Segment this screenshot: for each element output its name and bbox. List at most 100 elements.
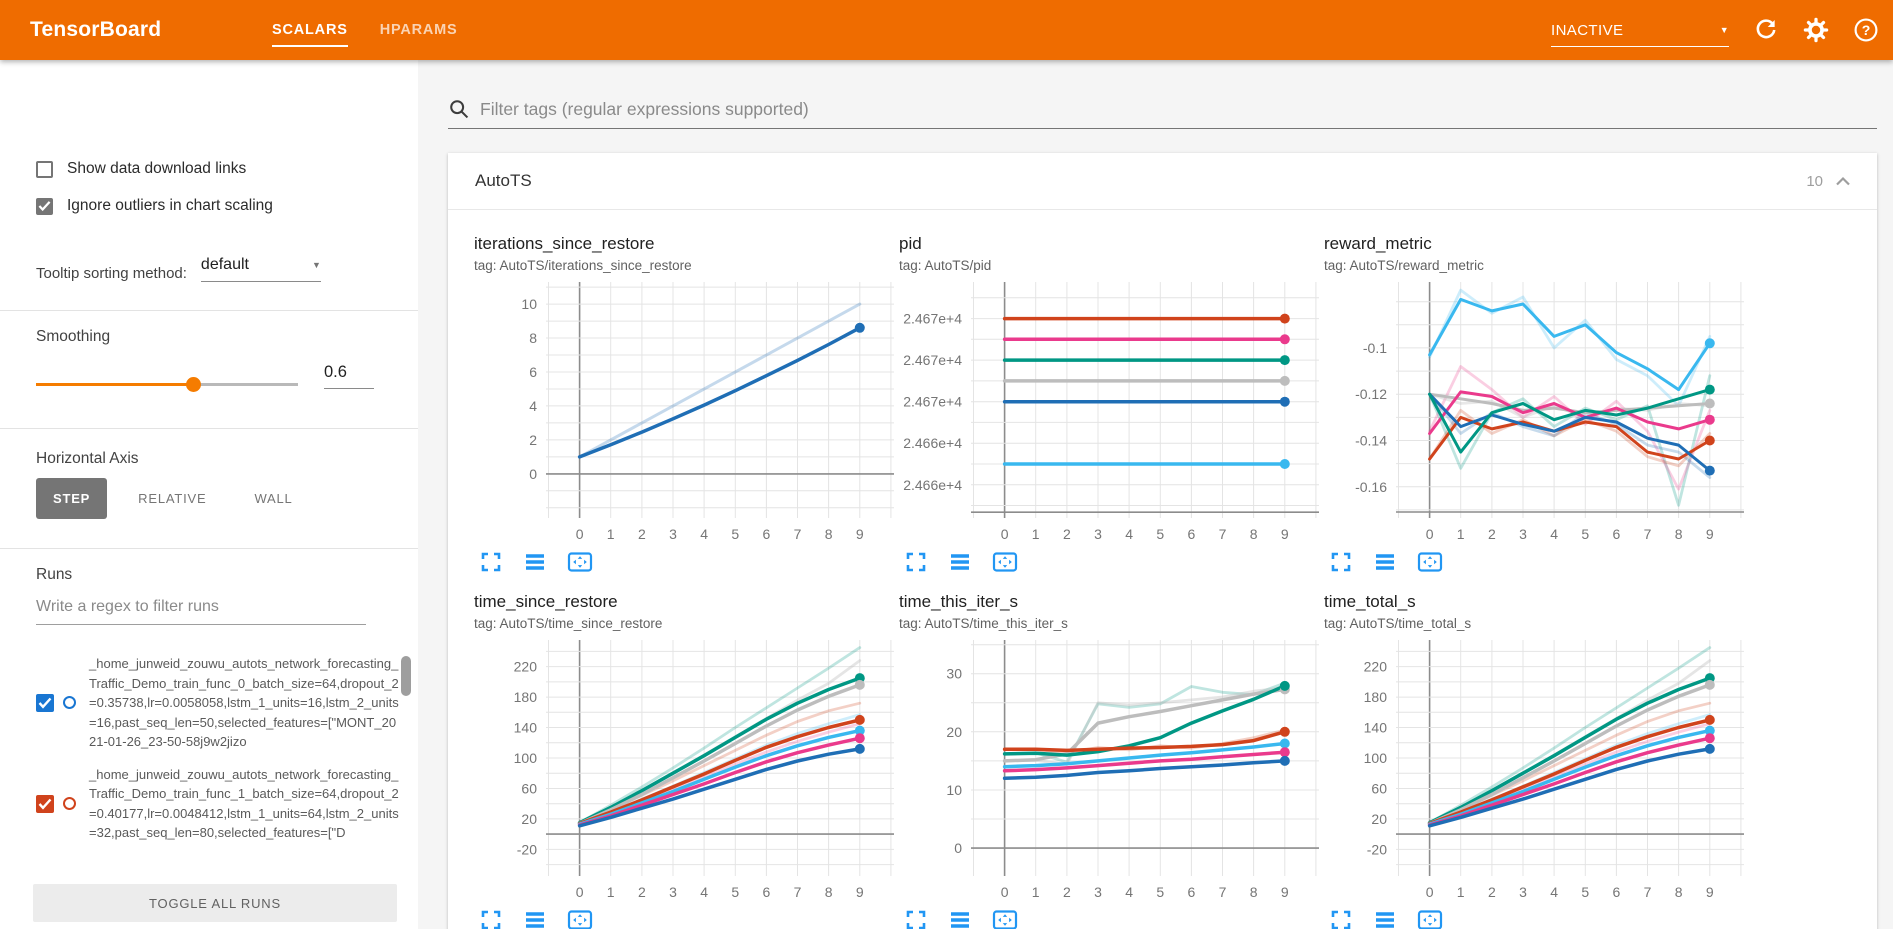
runs-menu-icon[interactable]	[1373, 908, 1397, 929]
ignore-outliers-checkbox[interactable]	[36, 197, 53, 215]
sidebar-scrollbar-thumb[interactable]	[401, 656, 411, 696]
caret-down-icon: ▼	[312, 259, 321, 270]
app-logo: TensorBoard	[30, 18, 162, 41]
svg-text:2.466e+4: 2.466e+4	[903, 477, 962, 493]
fit-domain-icon[interactable]	[1417, 908, 1443, 929]
section-header[interactable]: AutoTS 10	[448, 153, 1877, 210]
run-checkbox[interactable]	[36, 693, 54, 712]
svg-text:9: 9	[1706, 884, 1714, 900]
svg-text:-20: -20	[517, 841, 537, 857]
ignore-outliers-row: Ignore outliers in chart scaling	[36, 197, 273, 215]
runs-filter-input[interactable]	[36, 598, 366, 625]
tag-filter-row	[448, 98, 1877, 129]
help-icon[interactable]: ?	[1853, 17, 1879, 43]
tab-scalars[interactable]: SCALARS	[256, 0, 364, 60]
settings-icon[interactable]	[1803, 17, 1829, 43]
chart-toolbar	[474, 908, 899, 929]
tooltip-sorting-row: Tooltip sorting method: default ▼	[36, 256, 321, 282]
toggle-all-runs-button[interactable]: TOGGLE ALL RUNS	[33, 884, 397, 922]
axis-option-step[interactable]: STEP	[36, 478, 108, 519]
chart-plot[interactable]: 0 2 4 6 8 10 0 1 2 3 4 5 6 7 8 9	[474, 276, 899, 548]
show-download-links-checkbox[interactable]	[36, 160, 53, 178]
svg-text:6: 6	[529, 364, 537, 380]
svg-text:-0.16: -0.16	[1355, 479, 1387, 495]
svg-text:3: 3	[1094, 884, 1102, 900]
refresh-icon[interactable]	[1753, 17, 1779, 43]
chart-plot[interactable]: -0.1 -0.12 -0.14 -0.16 0 1 2 3 4 5 6 7 8 9	[1324, 276, 1749, 548]
expand-icon[interactable]	[904, 908, 928, 929]
svg-text:7: 7	[1219, 526, 1227, 542]
divider	[0, 548, 418, 549]
chart-plot[interactable]: 220 180 140 100 60 20 -20 0 1 2 3 4 5 6 7 8 9	[1324, 634, 1749, 906]
svg-text:140: 140	[1364, 720, 1388, 736]
svg-text:5: 5	[1581, 884, 1589, 900]
svg-text:1: 1	[1032, 884, 1040, 900]
svg-text:0: 0	[576, 884, 584, 900]
svg-text:60: 60	[1371, 781, 1387, 797]
expand-icon[interactable]	[1329, 550, 1353, 574]
svg-text:2: 2	[1488, 526, 1496, 542]
runs-menu-icon[interactable]	[1373, 550, 1397, 574]
runs-menu-icon[interactable]	[948, 550, 972, 574]
svg-text:10: 10	[946, 782, 962, 798]
runs-menu-icon[interactable]	[523, 908, 547, 929]
chart-card: time_this_iter_s tag: AutoTS/time_this_it…	[899, 592, 1324, 929]
tab-hparams[interactable]: HPARAMS	[379, 22, 458, 38]
svg-text:?: ?	[1862, 22, 1871, 38]
run-checkbox[interactable]	[36, 794, 54, 813]
fit-domain-icon[interactable]	[992, 908, 1018, 929]
run-radio[interactable]	[63, 797, 76, 810]
svg-text:9: 9	[1706, 526, 1714, 542]
svg-text:0: 0	[1426, 884, 1434, 900]
svg-text:180: 180	[514, 689, 538, 705]
charts-grid: iterations_since_restore tag: AutoTS/iter…	[448, 210, 1877, 929]
expand-icon[interactable]	[1329, 908, 1353, 929]
chart-title: pid	[899, 234, 922, 253]
svg-text:2: 2	[1063, 526, 1071, 542]
fit-domain-icon[interactable]	[992, 550, 1018, 574]
chart-plot[interactable]: 220 180 140 100 60 20 -20 0 1 2 3 4 5 6 7 8 9	[474, 634, 899, 906]
check-icon	[38, 798, 52, 810]
divider	[0, 428, 418, 429]
svg-text:180: 180	[1364, 689, 1388, 705]
divider	[0, 310, 418, 311]
section-chart-count: 10	[1806, 172, 1823, 190]
svg-text:3: 3	[669, 526, 677, 542]
svg-text:2: 2	[1063, 884, 1071, 900]
smoothing-value-input[interactable]	[324, 363, 374, 389]
svg-text:-0.1: -0.1	[1363, 340, 1387, 356]
svg-text:10: 10	[521, 296, 537, 312]
slider-thumb[interactable]	[186, 377, 202, 392]
tag-filter-input[interactable]	[480, 98, 1877, 120]
svg-text:5: 5	[1156, 526, 1164, 542]
runs-menu-icon[interactable]	[948, 908, 972, 929]
svg-text:2: 2	[638, 884, 646, 900]
expand-icon[interactable]	[479, 550, 503, 574]
show-download-links-label: Show data download links	[67, 160, 247, 177]
axis-option-wall[interactable]: WALL	[254, 491, 293, 506]
chart-card: time_since_restore tag: AutoTS/time_since…	[474, 592, 899, 929]
fit-domain-icon[interactable]	[567, 908, 593, 929]
expand-icon[interactable]	[904, 550, 928, 574]
fit-domain-icon[interactable]	[1417, 550, 1443, 574]
chart-plot[interactable]: 2.467e+4 2.467e+4 2.467e+4 2.466e+4 2.466e+4…	[899, 276, 1324, 548]
chart-plot[interactable]: 30 20 10 0 0 1 2 3 4 5 6 7 8 9	[899, 634, 1324, 906]
svg-text:4: 4	[1125, 884, 1133, 900]
fit-domain-icon[interactable]	[567, 550, 593, 574]
svg-text:20: 20	[946, 724, 962, 740]
axis-option-relative[interactable]: RELATIVE	[138, 491, 207, 506]
tooltip-sorting-select[interactable]: default ▼	[200, 256, 321, 282]
run-radio[interactable]	[63, 696, 76, 710]
chart-toolbar	[1324, 908, 1749, 929]
chevron-up-icon[interactable]	[1835, 176, 1851, 186]
svg-text:9: 9	[856, 526, 864, 542]
runs-menu-icon[interactable]	[523, 550, 547, 574]
svg-text:7: 7	[1219, 884, 1227, 900]
chart-card: iterations_since_restore tag: AutoTS/iter…	[474, 234, 899, 574]
status-label: INACTIVE	[1551, 21, 1624, 39]
status-dropdown[interactable]: INACTIVE ▼	[1551, 22, 1729, 47]
svg-text:0: 0	[576, 526, 584, 542]
smoothing-slider[interactable]	[36, 376, 298, 392]
expand-icon[interactable]	[479, 908, 503, 929]
svg-text:5: 5	[1581, 526, 1589, 542]
